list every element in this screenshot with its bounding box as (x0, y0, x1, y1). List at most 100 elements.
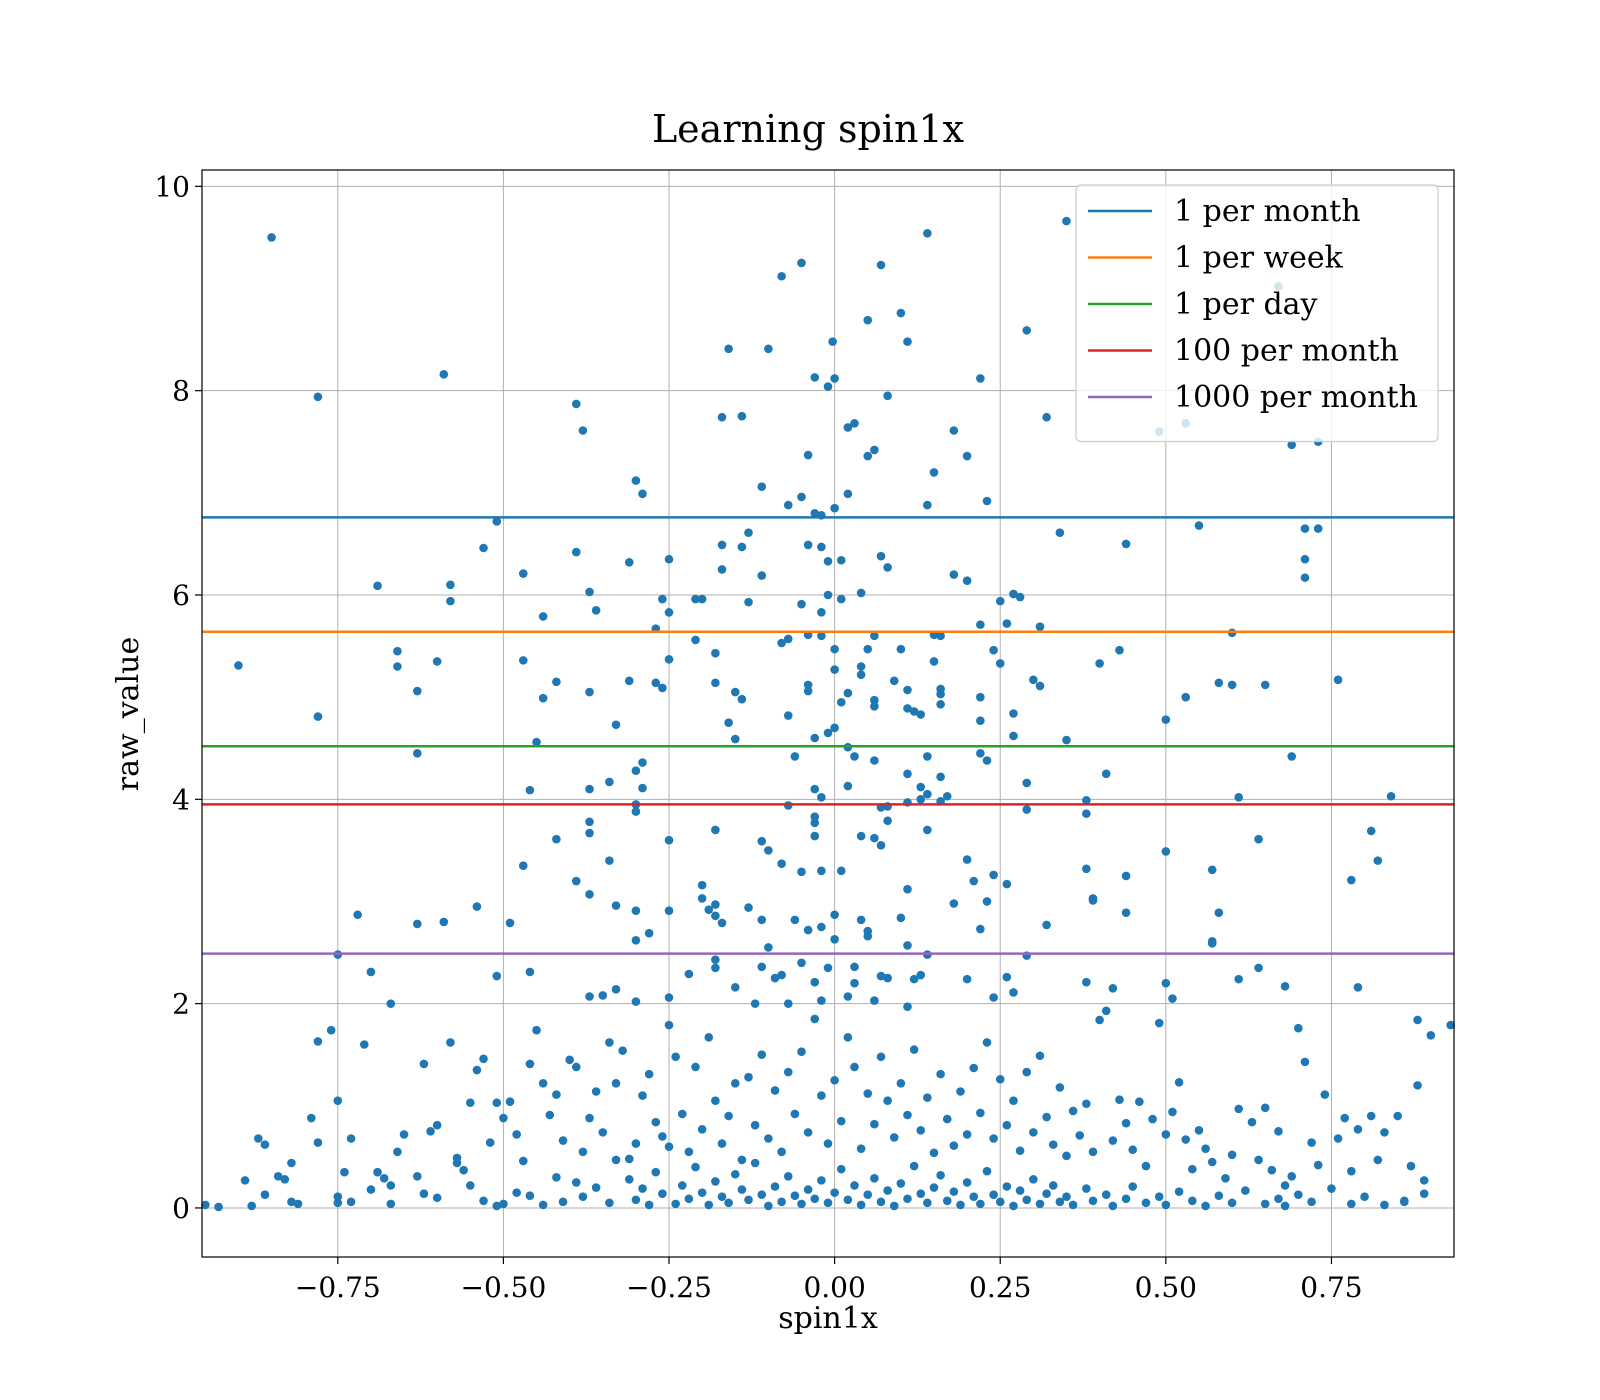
scatter-point (240, 1176, 250, 1185)
scatter-point (830, 1075, 839, 1085)
scatter-point (638, 1184, 647, 1193)
scatter-point (333, 1096, 343, 1105)
scatter-point (439, 917, 449, 927)
scatter-point (717, 565, 727, 574)
scatter-point (1300, 1057, 1310, 1067)
scatter-point (1141, 1161, 1151, 1171)
scatter-point (836, 594, 846, 604)
scatter-point (1413, 1015, 1422, 1025)
scatter-point (697, 1188, 707, 1197)
scatter-point (1234, 792, 1244, 802)
scatter-point (757, 571, 767, 580)
scatter-point (810, 373, 820, 382)
scatter-point (552, 834, 561, 844)
scatter-point (1022, 1195, 1032, 1205)
scatter-point (1062, 1151, 1071, 1161)
legend-label: 100 per month (1174, 334, 1399, 369)
scatter-point (1287, 1171, 1297, 1181)
scatter-point (817, 1091, 826, 1100)
scatter-point (571, 1062, 581, 1072)
scatter-point (631, 906, 641, 915)
scatter-point (585, 1113, 594, 1123)
scatter-point (1035, 622, 1045, 631)
scatter-point (624, 558, 634, 567)
scatter-point (850, 1062, 859, 1072)
scatter-point (591, 606, 601, 615)
scatter-point (717, 540, 727, 550)
scatter-point (717, 1139, 727, 1148)
scatter-point (1095, 1015, 1104, 1025)
scatter-point (313, 1037, 323, 1046)
scatter-point (651, 1117, 661, 1127)
scatter-point (1181, 692, 1191, 702)
scatter-point (684, 969, 694, 979)
legend-label: 1000 per month (1174, 380, 1418, 415)
scatter-point (1260, 680, 1270, 690)
scatter-point (525, 1191, 535, 1201)
legend-box (1075, 184, 1439, 443)
scatter-point (631, 935, 641, 945)
scatter-point (1300, 524, 1310, 533)
scatter-point (889, 676, 899, 686)
scatter-point (1227, 680, 1237, 690)
scatter-point (359, 1040, 369, 1049)
scatter-point (518, 1156, 528, 1166)
scatter-point (1161, 1200, 1171, 1210)
scatter-point (929, 468, 939, 477)
scatter-point (611, 985, 621, 994)
scatter-point (704, 905, 714, 914)
scatter-point (711, 648, 720, 658)
scatter-point (1015, 592, 1025, 602)
scatter-point (366, 967, 376, 977)
scatter-point (1267, 1165, 1277, 1175)
scatter-point (393, 1147, 402, 1157)
scatter-point (777, 1197, 786, 1207)
scatter-point (949, 1141, 959, 1150)
scatter-point (711, 955, 720, 965)
scatter-point (1307, 1138, 1316, 1147)
scatter-point (532, 737, 541, 747)
scatter-point (797, 599, 806, 609)
scatter-point (929, 657, 939, 666)
scatter-point (797, 492, 806, 502)
scatter-point (664, 1020, 674, 1030)
scatter-point (465, 1181, 475, 1190)
scatter-point (1260, 1103, 1270, 1113)
scatter-point (1393, 1111, 1402, 1121)
scatter-point (817, 542, 826, 552)
scatter-point (982, 1166, 992, 1176)
scatter-point (1009, 589, 1018, 599)
scatter-point (737, 1185, 747, 1194)
scatter-point (856, 1144, 866, 1154)
scatter-point (850, 419, 859, 428)
scatter-point (870, 1119, 879, 1129)
scatter-point (1128, 1182, 1138, 1191)
scatter-point (923, 500, 932, 510)
scatter-point (770, 1086, 780, 1095)
scatter-point (1082, 809, 1091, 818)
scatter-point (903, 704, 912, 713)
scatter-point (916, 1126, 926, 1135)
scatter-point (790, 752, 800, 761)
scatter-point (373, 581, 382, 591)
scatter-point (823, 1139, 833, 1148)
scatter-point (1366, 826, 1376, 836)
scatter-point (267, 233, 276, 242)
scatter-point (333, 1192, 343, 1202)
scatter-point (512, 1130, 521, 1139)
scatter-point (1294, 1190, 1303, 1199)
y-tick-label: 4 (172, 783, 190, 816)
scatter-point (518, 861, 528, 871)
scatter-point (863, 1190, 873, 1199)
scatter-point (631, 766, 641, 776)
scatter-point (624, 1175, 634, 1184)
scatter-point (989, 645, 998, 655)
scatter-point (465, 1098, 475, 1108)
scatter-point (876, 971, 886, 981)
y-tick-label: 0 (172, 1192, 190, 1225)
scatter-point (1234, 974, 1244, 984)
scatter-point (605, 856, 614, 865)
scatter-point (1168, 994, 1177, 1003)
scatter-point (571, 876, 581, 886)
scatter-point (1055, 1197, 1065, 1207)
